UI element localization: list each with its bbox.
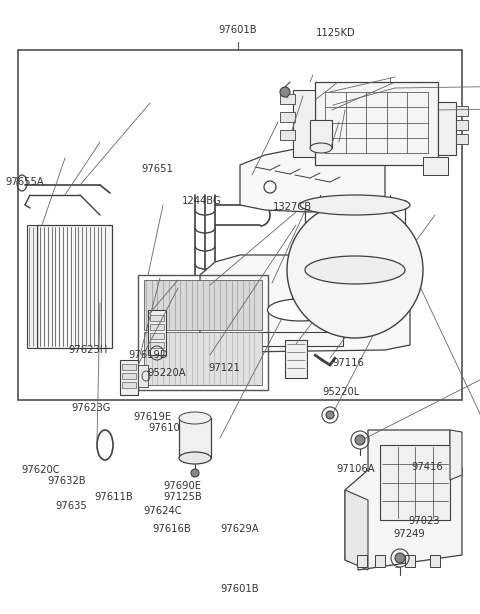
Bar xyxy=(456,106,468,116)
Bar xyxy=(122,364,136,370)
Text: 97632B: 97632B xyxy=(47,476,85,486)
Text: 97635: 97635 xyxy=(55,501,87,511)
Text: 97623H: 97623H xyxy=(68,345,108,355)
Bar xyxy=(120,360,138,395)
Bar xyxy=(150,324,164,330)
Bar xyxy=(144,280,262,330)
Bar xyxy=(280,130,295,140)
Polygon shape xyxy=(240,148,385,212)
Bar xyxy=(122,382,136,388)
Bar xyxy=(380,445,450,520)
Text: 97125B: 97125B xyxy=(163,492,202,502)
Ellipse shape xyxy=(179,412,211,424)
Ellipse shape xyxy=(305,256,405,284)
Ellipse shape xyxy=(267,299,333,321)
Bar xyxy=(357,555,367,567)
Text: 97106A: 97106A xyxy=(336,464,374,474)
Bar xyxy=(144,332,262,385)
Text: 97610: 97610 xyxy=(149,424,180,433)
Bar xyxy=(375,555,385,567)
Text: 1125KD: 1125KD xyxy=(316,28,356,38)
Bar xyxy=(27,225,37,348)
Bar xyxy=(258,332,343,346)
Text: 97121: 97121 xyxy=(209,363,240,373)
Text: 1327CB: 1327CB xyxy=(273,202,312,212)
Text: 97651: 97651 xyxy=(142,164,173,174)
Text: 95220L: 95220L xyxy=(323,387,360,397)
Bar xyxy=(37,225,112,348)
Text: 97601B: 97601B xyxy=(221,585,259,594)
Bar xyxy=(430,555,440,567)
Circle shape xyxy=(355,435,365,445)
Text: 97620C: 97620C xyxy=(22,465,60,475)
Ellipse shape xyxy=(310,143,332,153)
Polygon shape xyxy=(345,430,462,570)
Text: 97619D: 97619D xyxy=(129,351,168,360)
Bar xyxy=(150,333,164,339)
Circle shape xyxy=(280,87,290,97)
Text: 97416: 97416 xyxy=(412,462,444,472)
Text: 97611B: 97611B xyxy=(95,492,133,502)
Bar xyxy=(280,94,295,104)
Bar xyxy=(456,134,468,144)
Bar xyxy=(148,310,166,355)
Polygon shape xyxy=(450,430,462,480)
Text: 97116: 97116 xyxy=(332,359,364,368)
Text: 97690E: 97690E xyxy=(163,481,201,491)
Bar xyxy=(150,342,164,348)
Text: 97601B: 97601B xyxy=(219,25,257,35)
Circle shape xyxy=(287,202,423,338)
Bar xyxy=(138,365,148,387)
Text: 97249: 97249 xyxy=(394,529,425,539)
Text: 97655A: 97655A xyxy=(5,177,44,187)
Bar xyxy=(405,555,415,567)
Bar xyxy=(293,90,315,157)
Bar xyxy=(378,298,396,310)
Text: 97619E: 97619E xyxy=(133,413,171,422)
Bar xyxy=(423,157,448,175)
Ellipse shape xyxy=(300,195,410,215)
Polygon shape xyxy=(345,490,368,570)
Bar xyxy=(280,112,295,122)
Bar xyxy=(315,82,438,165)
Circle shape xyxy=(395,553,405,563)
Bar xyxy=(122,373,136,379)
Text: 97629A: 97629A xyxy=(221,524,260,534)
Text: 97623G: 97623G xyxy=(71,403,110,413)
Bar xyxy=(438,102,456,155)
Bar xyxy=(179,418,211,458)
Circle shape xyxy=(326,411,334,419)
Polygon shape xyxy=(200,255,410,352)
Text: 97616B: 97616B xyxy=(152,524,191,534)
Ellipse shape xyxy=(179,452,211,464)
Bar xyxy=(285,340,307,378)
Bar xyxy=(138,275,268,390)
Circle shape xyxy=(191,469,199,477)
Text: 97023: 97023 xyxy=(408,516,440,526)
Bar xyxy=(18,50,462,400)
Bar xyxy=(456,120,468,130)
Text: 95220A: 95220A xyxy=(148,368,186,378)
Bar xyxy=(150,315,164,321)
Bar xyxy=(310,120,332,148)
Text: 1244BG: 1244BG xyxy=(181,196,221,206)
Text: 97624C: 97624C xyxy=(144,506,182,516)
